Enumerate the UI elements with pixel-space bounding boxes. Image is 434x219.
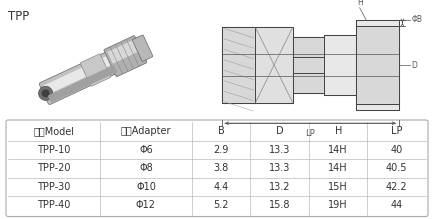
Text: ΦB: ΦB bbox=[412, 15, 423, 24]
FancyBboxPatch shape bbox=[104, 36, 147, 77]
Text: 配管Adapter: 配管Adapter bbox=[121, 126, 171, 136]
Circle shape bbox=[42, 89, 49, 97]
Text: TPP-40: TPP-40 bbox=[37, 200, 71, 210]
FancyBboxPatch shape bbox=[39, 51, 120, 104]
Text: TPP-30: TPP-30 bbox=[37, 182, 71, 192]
Text: TPP-20: TPP-20 bbox=[37, 163, 71, 173]
Polygon shape bbox=[356, 20, 399, 26]
Text: D: D bbox=[276, 126, 283, 136]
Text: Φ10: Φ10 bbox=[136, 182, 156, 192]
Polygon shape bbox=[222, 27, 256, 102]
Text: 2.9: 2.9 bbox=[214, 145, 229, 155]
Text: 13.2: 13.2 bbox=[269, 182, 290, 192]
Text: LP: LP bbox=[306, 129, 315, 138]
Text: H: H bbox=[357, 0, 362, 7]
Polygon shape bbox=[293, 37, 324, 93]
Text: 14H: 14H bbox=[329, 163, 348, 173]
Text: Φ12: Φ12 bbox=[136, 200, 156, 210]
Text: B: B bbox=[218, 126, 224, 136]
Text: D: D bbox=[412, 60, 418, 69]
Text: LP: LP bbox=[391, 126, 402, 136]
Text: TPP: TPP bbox=[8, 10, 29, 23]
FancyBboxPatch shape bbox=[80, 54, 111, 86]
Text: 42.2: 42.2 bbox=[386, 182, 408, 192]
FancyBboxPatch shape bbox=[43, 55, 113, 94]
Text: 型号Model: 型号Model bbox=[33, 126, 75, 136]
Polygon shape bbox=[356, 26, 399, 104]
Text: 14H: 14H bbox=[329, 145, 348, 155]
Text: TPP-10: TPP-10 bbox=[37, 145, 71, 155]
Text: 13.3: 13.3 bbox=[269, 163, 290, 173]
Text: 4.4: 4.4 bbox=[214, 182, 229, 192]
Text: 15.8: 15.8 bbox=[269, 200, 290, 210]
Text: Φ6: Φ6 bbox=[139, 145, 153, 155]
Text: 40.5: 40.5 bbox=[386, 163, 408, 173]
Text: H: H bbox=[335, 126, 342, 136]
FancyBboxPatch shape bbox=[48, 65, 117, 103]
Text: 40: 40 bbox=[391, 145, 403, 155]
Polygon shape bbox=[356, 104, 399, 110]
Text: 19H: 19H bbox=[329, 200, 348, 210]
FancyBboxPatch shape bbox=[108, 40, 139, 64]
Polygon shape bbox=[256, 27, 293, 102]
Text: 13.3: 13.3 bbox=[269, 145, 290, 155]
Text: 3.8: 3.8 bbox=[214, 163, 229, 173]
FancyBboxPatch shape bbox=[132, 35, 153, 61]
Text: 15H: 15H bbox=[329, 182, 348, 192]
Polygon shape bbox=[324, 35, 356, 95]
Text: 5.2: 5.2 bbox=[214, 200, 229, 210]
Circle shape bbox=[39, 86, 53, 100]
Text: Φ8: Φ8 bbox=[139, 163, 153, 173]
FancyBboxPatch shape bbox=[6, 120, 428, 217]
Text: 44: 44 bbox=[391, 200, 403, 210]
